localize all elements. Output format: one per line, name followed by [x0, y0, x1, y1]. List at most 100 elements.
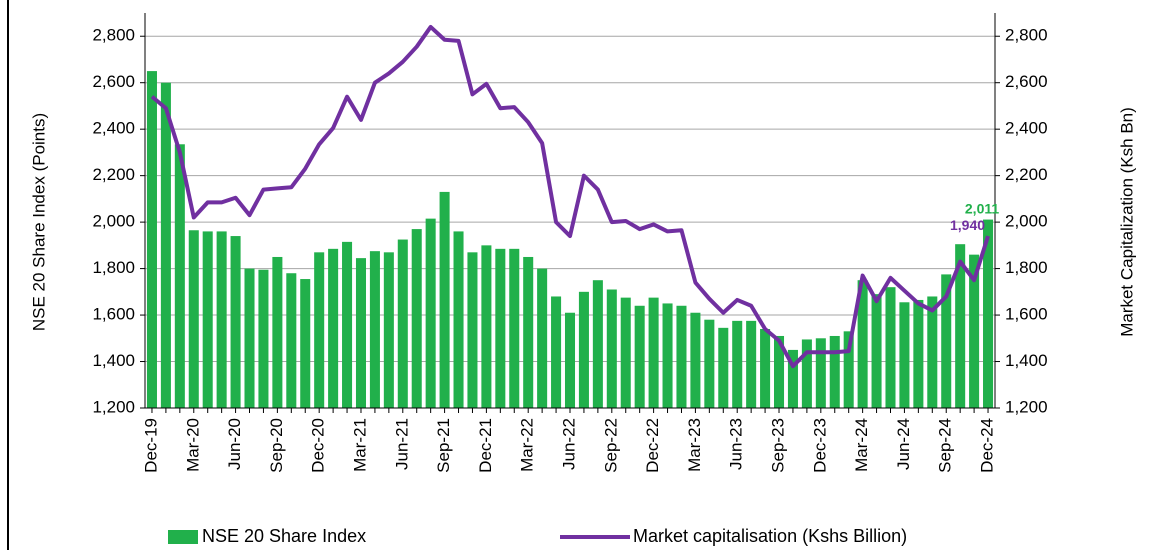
bar: [369, 251, 380, 408]
y-tick-label: 1,600: [92, 305, 135, 324]
bar: [216, 231, 227, 408]
x-tick-label: Dec-21: [476, 418, 495, 473]
bar: [732, 320, 743, 408]
bar: [760, 329, 771, 408]
bar: [523, 256, 534, 408]
y2-tick-label: 2,400: [1005, 119, 1048, 138]
bar: [871, 294, 882, 408]
bar: [913, 299, 924, 408]
y2-tick-label: 1,800: [1005, 258, 1048, 277]
bar: [746, 320, 757, 408]
line: [150, 24, 990, 369]
bar: [425, 218, 436, 408]
bar: [230, 236, 241, 408]
bar: [899, 302, 910, 408]
bar: [355, 258, 366, 408]
bar: [983, 219, 994, 408]
bar: [843, 331, 854, 408]
legend-label: NSE 20 Share Index: [202, 526, 366, 546]
bar: [606, 289, 617, 408]
bar: [815, 338, 826, 408]
y-tick-label: 1,400: [92, 351, 135, 370]
y2-tick-label: 2,000: [1005, 212, 1048, 231]
bar: [648, 297, 659, 408]
x-tick-label: Mar-24: [852, 418, 871, 472]
bar: [857, 280, 868, 408]
bar: [787, 349, 798, 408]
bar: [146, 71, 157, 409]
bar: [801, 339, 812, 408]
y2-tick-label: 1,600: [1005, 305, 1048, 324]
y-tick-label: 1,800: [92, 258, 135, 277]
x-tick-label: Mar-21: [350, 418, 369, 472]
x-tick-label: Jun-23: [727, 418, 746, 470]
x-tick-label: Sep-21: [434, 418, 453, 473]
bar: [941, 274, 952, 408]
bar: [453, 231, 464, 408]
bar: [676, 305, 687, 408]
data-label: 1,940: [950, 217, 985, 233]
bar: [328, 248, 339, 408]
bar: [690, 312, 701, 408]
bar: [704, 319, 715, 408]
legend-swatch: [168, 530, 198, 544]
bar: [551, 296, 562, 408]
data-label: 2,011: [965, 200, 999, 216]
bar: [481, 245, 492, 408]
x-tick-label: Jun-24: [894, 418, 913, 470]
y2-tick-label: 2,200: [1005, 165, 1048, 184]
y2-axis-title: Market Capitalization (Ksh Bn): [1117, 107, 1136, 337]
bar: [662, 303, 673, 408]
legend-label: Market capitalisation (Kshs Billion): [633, 526, 907, 546]
bar: [829, 335, 840, 408]
x-tick-label: Mar-22: [518, 418, 537, 472]
bar: [160, 82, 171, 409]
y-tick-label: 2,800: [92, 26, 135, 45]
y-axis-title: NSE 20 Share Index (Points): [29, 113, 48, 331]
bar: [439, 191, 450, 408]
x-tick-label: Sep-22: [601, 418, 620, 473]
bar: [885, 287, 896, 408]
y-tick-label: 2,000: [92, 212, 135, 231]
x-tick-label: Dec-22: [643, 418, 662, 473]
bar: [564, 312, 576, 408]
bar: [286, 273, 297, 408]
bar: [383, 252, 394, 408]
x-tick-label: Dec-19: [141, 418, 160, 473]
bar: [592, 280, 603, 408]
x-tick-label: Mar-23: [685, 418, 704, 472]
x-tick-label: Jun-20: [225, 418, 244, 470]
bar: [174, 144, 185, 408]
bar: [634, 305, 645, 408]
y2-tick-label: 2,600: [1005, 72, 1048, 91]
y-tick-label: 1,200: [92, 397, 135, 416]
bar: [509, 248, 520, 408]
y2-tick-label: 1,200: [1005, 397, 1048, 416]
x-tick-label: Sep-20: [267, 418, 286, 473]
x-tick-label: Dec-20: [309, 418, 328, 473]
bar: [244, 268, 255, 408]
bar: [300, 279, 311, 408]
bar: [342, 241, 353, 408]
bar: [927, 296, 938, 408]
x-tick-label: Dec-24: [978, 418, 997, 473]
y2-tick-label: 1,400: [1005, 351, 1048, 370]
bar: [467, 252, 478, 408]
bar: [537, 268, 548, 408]
bar: [495, 248, 506, 408]
bar: [397, 239, 408, 408]
bar: [578, 291, 589, 408]
bar: [188, 230, 199, 408]
y-tick-label: 2,400: [92, 119, 135, 138]
bar: [718, 327, 729, 408]
bar: [272, 256, 283, 408]
bar: [202, 231, 213, 408]
bar: [314, 252, 325, 408]
bar: [411, 229, 422, 408]
x-tick-label: Sep-24: [936, 418, 955, 473]
bar: [955, 244, 966, 408]
bar: [620, 297, 631, 408]
x-tick-label: Sep-23: [769, 418, 788, 473]
y-tick-label: 2,200: [92, 165, 135, 184]
